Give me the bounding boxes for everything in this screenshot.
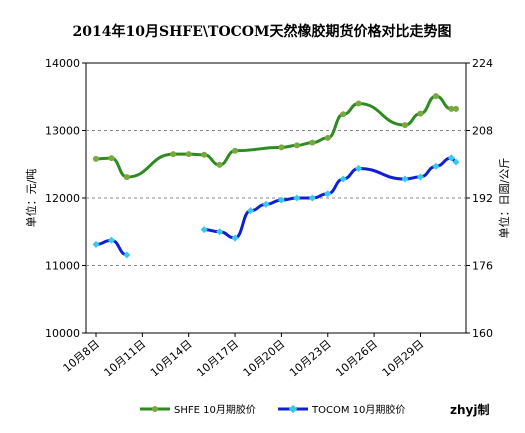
data-point-shfe [432, 93, 439, 100]
plot-area [85, 62, 467, 334]
legend-marker-tocom [288, 404, 298, 414]
legend: SHFE 10月期胶价 TOCOM 10月期胶价 [140, 403, 405, 416]
chart-title: 2014年10月SHFE\TOCOM天然橡胶期货价格对比走势图 [73, 23, 452, 40]
data-point-shfe [355, 100, 362, 107]
data-point-tocom [107, 236, 115, 244]
left-tick-label: 11000 [45, 260, 80, 273]
data-point-shfe [309, 139, 316, 146]
data-point-shfe [232, 147, 239, 154]
data-point-shfe [340, 111, 347, 118]
right-tick-label: 160 [472, 327, 493, 340]
x-tick-label: 10月17日 [194, 337, 241, 379]
credit-label: zhyj制 [450, 402, 489, 417]
right-axis-label: 单位：日圆/公斤 [497, 158, 511, 239]
data-point-tocom [452, 158, 460, 166]
x-tick-label: 10月20日 [241, 337, 288, 379]
x-tick-label: 10月8日 [61, 337, 102, 375]
right-tick-label: 208 [472, 125, 493, 138]
data-point-tocom [277, 196, 285, 204]
data-point-shfe [402, 122, 409, 129]
data-point-shfe [123, 174, 130, 181]
right-tick-label: 192 [472, 192, 493, 205]
left-tick-label: 14000 [45, 57, 80, 70]
data-point-tocom [200, 226, 208, 234]
data-point-tocom [401, 175, 409, 183]
data-point-shfe [453, 105, 459, 112]
data-point-tocom [416, 173, 424, 181]
legend-label-tocom: TOCOM 10月期胶价 [311, 403, 405, 416]
left-tick-label: 10000 [45, 327, 80, 340]
data-point-tocom [447, 154, 455, 162]
left-axis-label: 单位：元/吨 [24, 169, 38, 228]
series-line-tocom [204, 156, 457, 240]
right-tick-label: 176 [472, 260, 493, 273]
legend-label-shfe: SHFE 10月期胶价 [174, 403, 256, 416]
x-tick-label: 10月11日 [102, 337, 149, 379]
x-tick-label: 10月23日 [287, 337, 334, 379]
data-point-tocom [262, 200, 270, 208]
data-point-shfe [185, 151, 192, 158]
data-point-tocom [293, 194, 301, 202]
data-point-tocom [92, 240, 100, 248]
left-tick-label: 13000 [45, 125, 80, 138]
data-point-shfe [293, 142, 300, 149]
data-point-shfe [324, 134, 331, 141]
data-point-tocom [308, 194, 316, 202]
data-point-shfe [201, 151, 208, 158]
legend-marker-shfe [152, 406, 158, 412]
left-axis: 10000 11000 12000 13000 14000 [45, 57, 86, 340]
data-point-tocom [231, 234, 239, 242]
data-point-shfe [448, 105, 455, 112]
right-axis: 160 176 192 208 224 [466, 57, 493, 340]
series-layer [92, 93, 460, 259]
data-point-tocom [246, 207, 255, 215]
data-point-shfe [216, 161, 223, 168]
left-tick-label: 12000 [45, 192, 80, 205]
data-point-tocom [123, 251, 131, 259]
data-point-shfe [417, 110, 424, 117]
right-tick-label: 224 [472, 57, 493, 70]
data-point-tocom [355, 164, 363, 173]
data-point-tocom [432, 162, 440, 170]
data-point-shfe [93, 155, 99, 162]
data-point-shfe [170, 151, 177, 158]
x-tick-label: 10月14日 [148, 337, 195, 379]
x-tick-label: 10月29日 [380, 337, 427, 379]
data-point-tocom [324, 190, 332, 198]
data-point-tocom [216, 228, 224, 236]
data-point-tocom [339, 175, 347, 183]
data-point-shfe [278, 144, 285, 151]
data-point-shfe [108, 155, 115, 162]
x-tick-label: 10月26日 [333, 337, 380, 379]
x-axis: 10月8日 10月11日 10月14日 10月17日 10月20日 10月23日 10月26… [61, 333, 427, 379]
